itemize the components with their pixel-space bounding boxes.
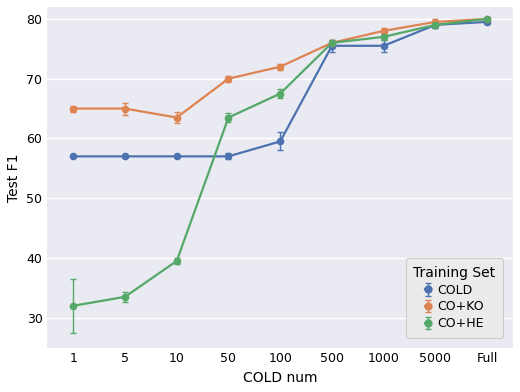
X-axis label: COLD num: COLD num xyxy=(243,371,317,385)
Y-axis label: Test F1: Test F1 xyxy=(7,153,21,201)
Legend: COLD, CO+KO, CO+HE: COLD, CO+KO, CO+HE xyxy=(406,258,503,338)
